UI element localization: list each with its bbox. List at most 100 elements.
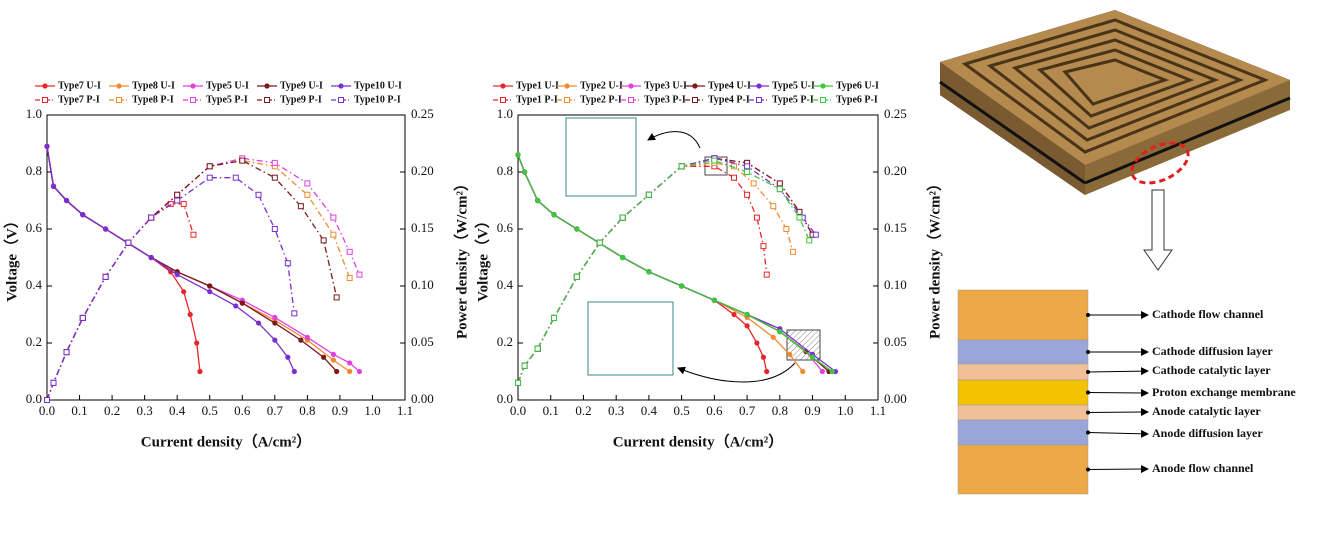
marker [320,237,327,244]
chart: 0.0 0.1 0.2 0.3 0.4 0.5 0.6 0.7 0.8 0.9 1.0 1.10.00… [473,80,943,450]
y-axis-title: Voltage（V） [2,213,20,302]
x-tick-label: 0.3 [608,403,624,418]
legend-marker [264,97,270,103]
x-tick-label: 0.5 [202,403,218,418]
marker [763,271,770,278]
legend-marker [692,83,698,89]
marker [271,174,278,181]
marker [347,368,353,375]
marker [806,237,813,244]
series-line [46,177,295,401]
marker [744,169,751,175]
legend-label: Type8 U-I [132,80,175,91]
y-tick-label: 1.0 [26,106,42,121]
legend-marker [628,97,634,103]
marker [574,226,580,232]
marker [297,203,304,210]
series-line [46,146,201,372]
x-tick-label: 0.8 [772,403,788,418]
leader [1087,388,1149,397]
marker [102,226,109,232]
marker [63,349,70,356]
series-line [46,146,295,372]
marker [272,320,278,326]
marker [102,273,109,280]
leader [1087,408,1149,417]
legend-marker [116,83,122,89]
x-axis-title: Current density（A/cm²） [613,432,783,450]
marker [206,174,213,181]
x-tick-label: 0.3 [137,403,153,418]
marker [50,379,57,386]
legend-marker [338,83,344,89]
x-tick-label: 0.2 [104,403,120,418]
legend-label: Type2 P-I [580,94,622,105]
series-line [517,159,810,384]
marker [330,214,337,221]
marker [291,310,298,317]
marker [285,354,291,360]
y2-tick-label: 0.05 [411,334,434,349]
marker [174,191,181,198]
marker [646,269,652,275]
marker [776,180,783,187]
layer-label: Anode diffusion layer [1152,426,1263,440]
marker [304,180,311,187]
inset-decor [565,117,821,383]
marker [346,248,353,255]
legend-marker [500,97,506,103]
marker [207,289,213,295]
marker [272,314,278,320]
marker [551,314,557,321]
x-tick-label: 0.8 [299,403,315,418]
marker [535,197,541,204]
marker [50,183,57,189]
x-tick-label: 0.7 [739,403,756,418]
legend-label: Type5 U-I [206,80,249,91]
marker [271,159,278,166]
marker [812,231,819,238]
marker [829,368,835,375]
marker [232,174,239,181]
marker [760,354,767,360]
marker [298,337,304,343]
marker [347,360,353,366]
x-tick-label: 0.0 [39,403,55,418]
legend-label: Type3 U-I [644,80,687,91]
legend-label: Type1 U-I [516,80,559,91]
marker [239,157,246,164]
legend-label: Type2 U-I [580,80,623,91]
marker [197,368,203,375]
marker [770,203,777,210]
plot-frame [46,114,406,401]
marker [809,354,816,360]
marker [753,214,760,221]
legend-label: Type5 U-I [772,80,815,91]
layer [957,363,1089,381]
marker [819,368,825,375]
marker [534,345,541,352]
marker [796,208,803,215]
y2-axis-title: Power density（W/cm²） [925,176,943,339]
marker [190,231,197,238]
legend-marker [116,97,122,103]
y2-tick-label: 0.20 [411,163,434,178]
y-tick-label: 0.2 [26,334,42,349]
x-tick-label: 1.0 [364,403,380,418]
x-tick-label: 0.0 [510,403,526,418]
y2-tick-label: 0.15 [884,220,907,235]
y-tick-label: 0.8 [26,163,42,178]
marker [515,152,521,158]
legend-label: Type9 U-I [280,80,323,91]
marker [356,271,363,278]
marker [800,368,806,375]
marker [321,354,327,360]
legend-marker [190,97,196,103]
y-tick-label: 0.0 [26,391,42,406]
x-tick-label: 0.9 [332,403,348,418]
marker [711,157,718,164]
marker [789,248,796,255]
marker [44,397,50,403]
y-axis-title: Voltage（V） [473,213,491,302]
y2-tick-label: 0.05 [884,334,907,349]
